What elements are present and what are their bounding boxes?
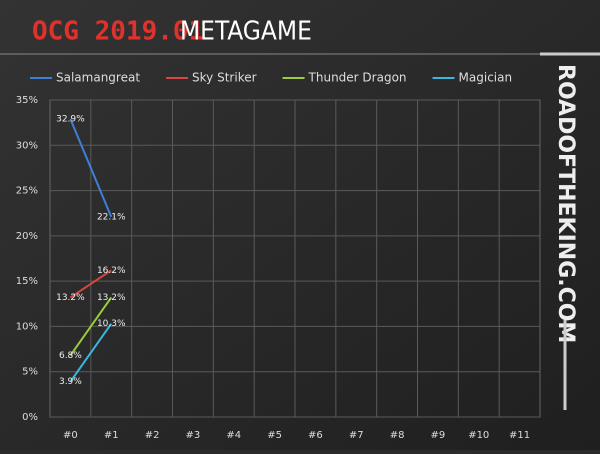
legend-label: Salamangreat xyxy=(56,71,140,85)
series-line xyxy=(69,118,113,218)
x-tick-label: #4 xyxy=(226,430,241,441)
watermark: ROADOFTHEKING.COM xyxy=(553,64,578,343)
y-tick-label: 0% xyxy=(22,412,38,423)
series-line xyxy=(69,296,113,356)
data-label: 6.8% xyxy=(59,351,82,361)
data-label: 22.1% xyxy=(97,212,126,222)
x-tick-label: #9 xyxy=(431,430,446,441)
x-tick-label: #2 xyxy=(145,430,160,441)
x-tick-label: #5 xyxy=(267,430,282,441)
y-tick-label: 5% xyxy=(22,367,38,378)
legend-label: Thunder Dragon xyxy=(308,71,407,85)
data-label: 32.9% xyxy=(56,115,85,125)
series-line xyxy=(69,269,112,299)
y-tick-label: 10% xyxy=(16,321,38,332)
x-tick-label: #1 xyxy=(104,430,119,441)
data-label: 13.2% xyxy=(56,293,85,303)
chart-subtitle: METAGAME xyxy=(180,17,312,47)
legend-label: Magician xyxy=(459,71,513,85)
data-label: 16.2% xyxy=(97,266,126,276)
y-tick-label: 15% xyxy=(16,276,38,287)
y-tick-label: 25% xyxy=(16,186,38,197)
chart-title: OCG 2019.01 xyxy=(32,17,204,47)
data-label: 10.3% xyxy=(97,319,126,329)
y-tick-label: 30% xyxy=(16,140,38,151)
x-tick-label: #0 xyxy=(63,430,78,441)
x-tick-label: #10 xyxy=(468,430,489,441)
x-tick-label: #3 xyxy=(186,430,201,441)
x-tick-label: #7 xyxy=(349,430,364,441)
legend-label: Sky Striker xyxy=(192,71,257,85)
data-label: 3.9% xyxy=(59,377,82,387)
y-tick-label: 35% xyxy=(16,95,38,106)
series-line xyxy=(69,323,113,383)
x-tick-label: #8 xyxy=(390,430,405,441)
x-tick-label: #11 xyxy=(509,430,530,441)
x-tick-label: #6 xyxy=(308,430,323,441)
data-label: 13.2% xyxy=(97,293,126,303)
y-tick-label: 20% xyxy=(16,231,38,242)
